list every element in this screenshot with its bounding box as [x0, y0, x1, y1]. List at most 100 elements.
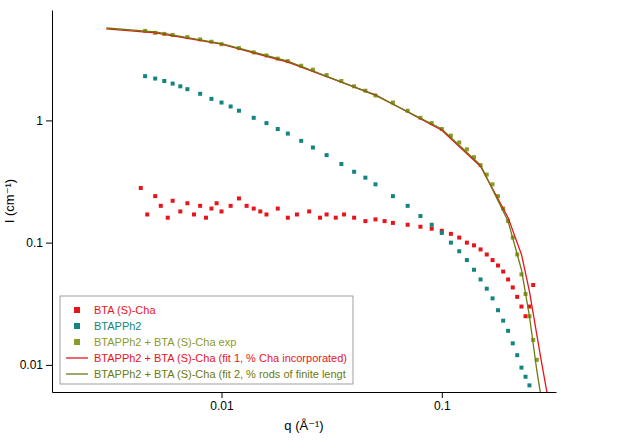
- x-tick: 0.01: [210, 392, 234, 413]
- data-point: [229, 104, 233, 108]
- y-tick: 1: [36, 114, 52, 128]
- plot: 0.01 0.1 0.01 0.1 1 BTA (S)-Cha BTAPPh2 BTAPPh2…: [20, 11, 557, 413]
- data-point: [501, 270, 505, 274]
- data-point: [299, 139, 303, 143]
- data-point: [363, 176, 367, 180]
- legend-label: BTAPPh2: [94, 320, 142, 332]
- data-point: [449, 232, 453, 236]
- data-point: [472, 243, 476, 247]
- data-point: [352, 216, 356, 220]
- data-point: [383, 219, 387, 223]
- data-point: [307, 209, 311, 213]
- data-point: [311, 146, 315, 150]
- legend-item: BTAPPh2: [74, 320, 142, 332]
- data-point: [209, 207, 213, 211]
- data-point: [465, 241, 469, 245]
- data-point: [286, 216, 290, 220]
- legend-swatch: [66, 357, 88, 358]
- legend-label: BTAPPh2 + BTA (S)-Cha (fit 1, % Cha inco…: [94, 352, 347, 364]
- x-axis-title: q (Å⁻¹): [284, 418, 323, 433]
- data-point: [352, 170, 356, 174]
- x-axis-line: [53, 392, 557, 393]
- data-point: [237, 109, 241, 113]
- y-axis-title: I (cm⁻¹): [2, 179, 17, 223]
- data-point: [162, 79, 166, 83]
- data-point: [491, 258, 495, 262]
- data-point: [430, 227, 434, 231]
- data-point: [198, 204, 202, 208]
- data-point: [506, 277, 510, 281]
- data-point: [515, 295, 519, 299]
- legend-item: BTAPPh2 + BTA (S)-Cha exp: [74, 336, 236, 348]
- data-point: [465, 258, 469, 262]
- x-tick-label: 0.1: [434, 399, 451, 413]
- data-point: [363, 219, 367, 223]
- y-tick: 0.01: [20, 358, 52, 372]
- data-point: [511, 341, 515, 345]
- data-point: [406, 204, 410, 208]
- data-point: [153, 194, 157, 198]
- y-tick-mark: [46, 243, 52, 244]
- data-point: [185, 201, 189, 205]
- data-point: [406, 223, 410, 227]
- y-tick-label: 0.01: [20, 358, 44, 372]
- y-tick-mark: [46, 120, 52, 121]
- data-point: [485, 252, 489, 256]
- data-point: [209, 97, 213, 101]
- legend-swatch: [74, 307, 80, 313]
- chart: 0.01 0.1 0.01 0.1 1 BTA (S)-Cha BTAPPh2 BTAPPh2…: [0, 0, 626, 442]
- data-point: [440, 231, 444, 235]
- data-point: [215, 201, 219, 205]
- data-point: [457, 236, 461, 240]
- data-point: [342, 212, 346, 216]
- data-point: [143, 74, 147, 78]
- data-point: [527, 383, 531, 387]
- data-point: [531, 283, 535, 287]
- data-point: [264, 212, 268, 216]
- data-point: [258, 209, 262, 213]
- data-point: [198, 92, 202, 96]
- data-point: [524, 375, 528, 379]
- data-point: [325, 153, 329, 157]
- legend-item: BTAPPh2 + BTA (S)-Cha (fit 2, % rods of …: [66, 368, 346, 380]
- y-tick-label: 1: [36, 114, 43, 128]
- x-axis: 0.01 0.1: [53, 392, 557, 413]
- legend: BTA (S)-Cha BTAPPh2 BTAPPh2 + BTA (S)-Cha …: [60, 296, 353, 384]
- y-tick: 0.1: [26, 236, 52, 250]
- legend-item: BTA (S)-Cha: [74, 304, 156, 316]
- y-axis: 0.01 0.1 1: [20, 11, 53, 393]
- data-point: [237, 196, 241, 200]
- data-point: [252, 207, 256, 211]
- x-tick-mark: [222, 392, 223, 398]
- data-point: [185, 87, 189, 91]
- legend-label: BTAPPh2 + BTA (S)-Cha exp: [94, 336, 236, 348]
- data-point: [418, 225, 422, 229]
- data-point: [418, 214, 422, 218]
- legend-item: BTAPPh2 + BTA (S)-Cha (fit 1, % Cha inco…: [66, 352, 347, 364]
- data-point: [373, 217, 377, 221]
- data-point: [506, 329, 510, 333]
- data-point: [276, 207, 280, 211]
- data-point: [295, 212, 299, 216]
- x-tick-label: 0.01: [210, 399, 234, 413]
- legend-swatch: [66, 373, 88, 374]
- data-point: [457, 249, 461, 253]
- data-point: [318, 216, 322, 220]
- data-point: [496, 308, 500, 312]
- data-point: [276, 127, 280, 131]
- legend-label: BTAPPh2 + BTA (S)-Cha (fit 2, % rods of …: [94, 368, 346, 380]
- data-point: [501, 319, 505, 323]
- data-point: [252, 116, 256, 120]
- data-point: [245, 204, 249, 208]
- data-point: [166, 216, 170, 220]
- data-point: [485, 287, 489, 291]
- data-point: [479, 277, 483, 281]
- data-point: [145, 212, 149, 216]
- legend-label: BTA (S)-Cha: [94, 304, 156, 316]
- data-point: [153, 77, 157, 81]
- data-point: [496, 264, 500, 268]
- data-point: [264, 121, 268, 125]
- data-point: [373, 182, 377, 186]
- data-point: [524, 314, 528, 318]
- data-point: [339, 162, 343, 166]
